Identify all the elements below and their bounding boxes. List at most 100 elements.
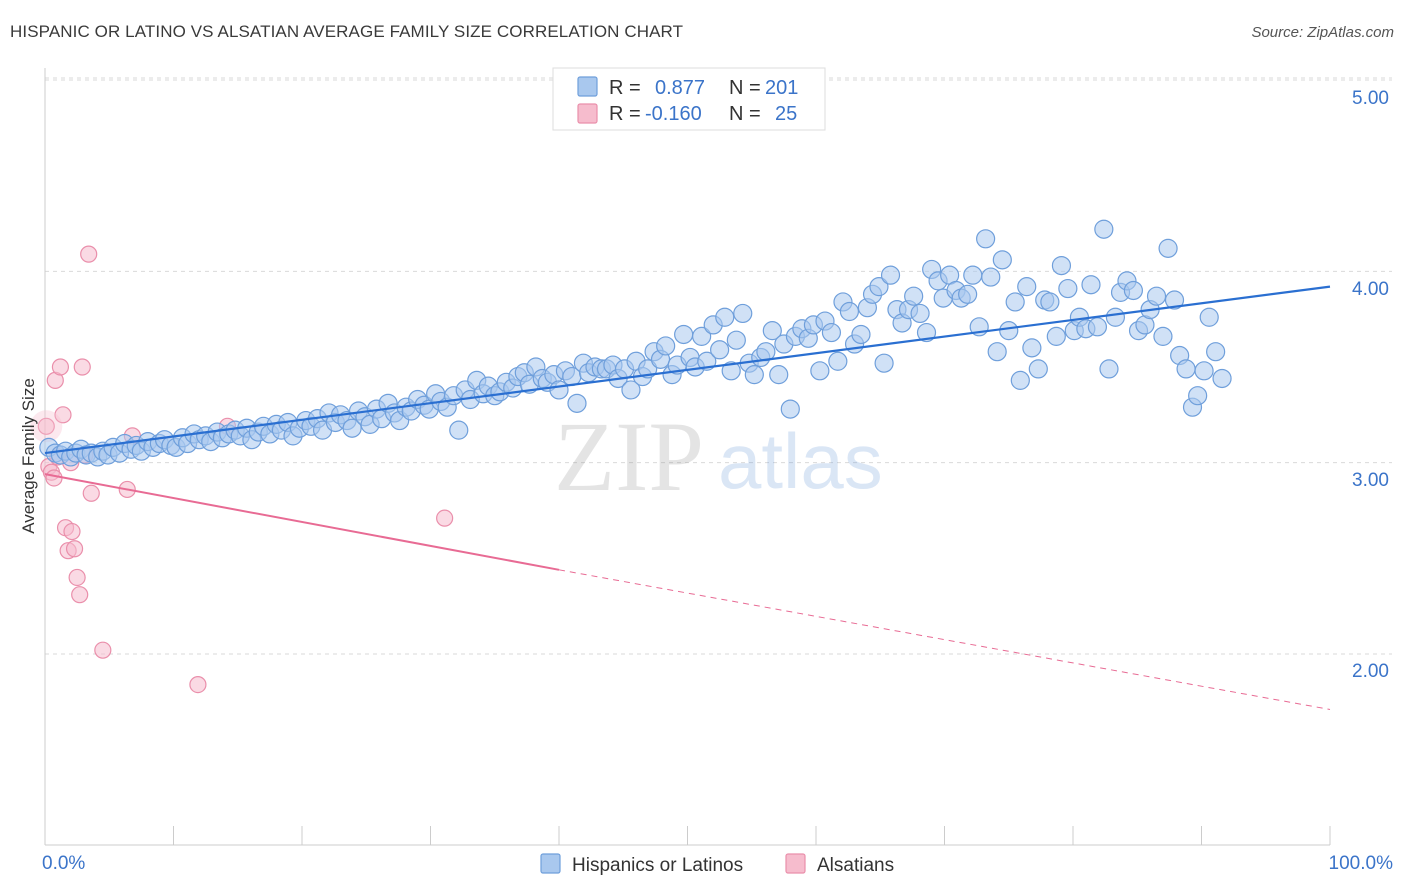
chart-source: Source: ZipAtlas.com (1251, 24, 1394, 41)
hispanic-point (1094, 219, 1114, 239)
hispanic-point (1017, 277, 1037, 297)
y-axis-title: Average Family Size (19, 378, 38, 534)
legend-swatch-hispanics (540, 853, 561, 874)
hispanic-point (1153, 326, 1173, 346)
alsatian-point (73, 358, 91, 376)
hispanic-point (710, 340, 730, 360)
hispanic-point (674, 324, 694, 345)
hispanic-point (963, 265, 983, 285)
y-tick-label: 5.00 (1352, 88, 1389, 109)
hispanic-point (851, 324, 871, 345)
hispanic-point (1158, 238, 1178, 258)
hispanic-point (828, 351, 848, 371)
legend-r-label: R = (609, 103, 641, 125)
hispanic-point (958, 284, 978, 304)
hispanic-point (1058, 278, 1078, 299)
hispanic-point (1040, 292, 1060, 312)
alsatian-point (65, 540, 84, 558)
chart-title: HISPANIC OR LATINO VS ALSATIAN AVERAGE F… (10, 22, 684, 41)
hispanic-point (1005, 292, 1025, 312)
hispanic-point (1206, 342, 1226, 362)
series-legend: Hispanics or Latinos Alsatians (540, 853, 894, 876)
hispanic-point (976, 229, 996, 249)
hispanic-point (904, 286, 924, 306)
trend-lines (44, 285, 1331, 710)
legend-r-value: -0.160 (645, 103, 702, 125)
hispanic-point (810, 361, 830, 381)
hispanic-point (744, 365, 764, 385)
hispanic-point (880, 265, 901, 285)
legend-swatch-alsatians (785, 853, 806, 874)
legend-n-value: 25 (775, 103, 797, 125)
alsatian-point (436, 509, 454, 527)
alsatian-point (63, 522, 81, 541)
legend-label-alsatians: Alsatians (817, 855, 894, 876)
hispanic-point (1081, 275, 1101, 295)
alsatian-point (80, 245, 98, 263)
alsatian-point (189, 676, 207, 694)
hispanic-point (715, 307, 735, 327)
x-tick-label-max: 100.0% (1329, 853, 1394, 874)
hispanic-point (1199, 307, 1219, 327)
alsatian-point (71, 586, 89, 604)
legend-n-label: N = (729, 103, 761, 125)
hispanic-point (1123, 280, 1143, 301)
hispanic-point (910, 303, 930, 324)
legend-r-value: 0.877 (655, 77, 705, 99)
hispanic-point (780, 399, 800, 419)
hispanic-point (1051, 255, 1072, 276)
x-tick-label-min: 0.0% (42, 853, 85, 874)
alsatian-point (51, 358, 70, 376)
hispanic-point (999, 321, 1019, 341)
watermark-atlas: atlas (718, 417, 883, 505)
hispanic-point (1046, 326, 1066, 346)
hispanic-point (621, 380, 641, 400)
hispanic-point (1176, 359, 1196, 379)
watermark: ZIP atlas (554, 401, 883, 512)
hispanic-point (987, 342, 1007, 362)
hispanic-point (821, 322, 842, 343)
hispanic-point (762, 321, 782, 341)
alsatians-trend-extension (558, 569, 1331, 710)
hispanic-point (1105, 307, 1126, 327)
legend-n-value: 201 (765, 77, 798, 99)
legend-n-label: N = (729, 77, 761, 99)
hispanic-point (1087, 317, 1108, 337)
hispanic-point (342, 418, 362, 438)
hispanic-point (1099, 359, 1119, 379)
hispanic-point (449, 420, 469, 440)
alsatian-point (37, 417, 55, 435)
hispanic-point (1212, 368, 1232, 389)
hispanics-trend-line (44, 285, 1331, 455)
hispanic-point (1188, 386, 1208, 406)
legend-r-label: R = (609, 77, 641, 99)
y-tick-label: 3.00 (1352, 470, 1389, 491)
legend-swatch-pink (577, 103, 598, 124)
hispanic-point (1028, 359, 1048, 379)
alsatian-point (68, 568, 86, 587)
alsatian-point (94, 641, 112, 659)
legend-box (552, 67, 826, 131)
hispanic-point (992, 250, 1012, 270)
hispanic-point (869, 277, 889, 297)
hispanic-point (726, 330, 746, 350)
alsatians-points (30, 245, 454, 694)
hispanic-point (769, 365, 789, 385)
x-axis-ticks (44, 826, 1331, 845)
y-tick-label: 2.00 (1352, 661, 1389, 682)
alsatian-point (45, 469, 63, 487)
alsatian-point (54, 406, 72, 424)
y-tick-labels: 5.00 4.00 3.00 2.00 (1352, 88, 1389, 682)
watermark-zip: ZIP (554, 401, 704, 512)
hispanic-point (1010, 370, 1030, 390)
hispanic-point (981, 267, 1001, 287)
hispanic-point (839, 301, 860, 322)
y-tick-label: 4.00 (1352, 279, 1389, 300)
hispanic-point (1164, 290, 1185, 310)
hispanic-point (1146, 286, 1167, 306)
correlation-legend: R = 0.877 N = 201 R = -0.160 N = 25 (552, 67, 826, 131)
hispanic-point (874, 353, 894, 373)
legend-label-hispanics: Hispanics or Latinos (572, 855, 743, 876)
hispanic-point (721, 361, 741, 381)
